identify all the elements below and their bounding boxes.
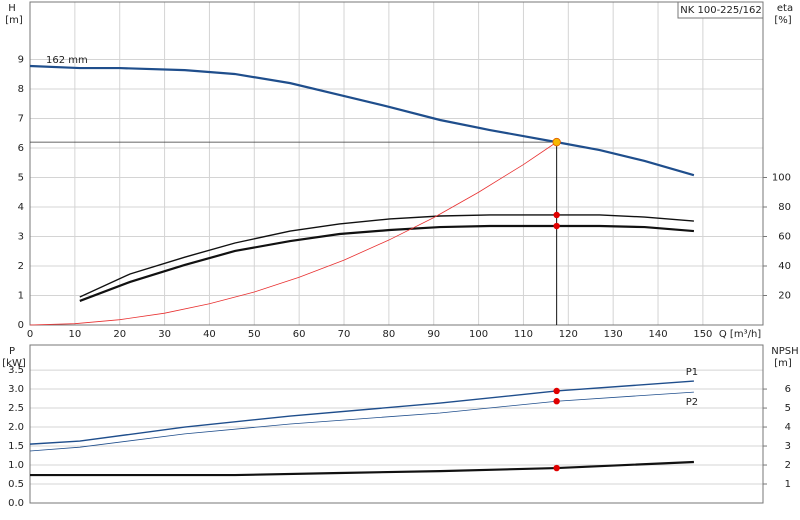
y2-tick-label: 3 [785, 441, 791, 452]
y2-axis-unit: [%] [774, 15, 791, 26]
marker [553, 211, 560, 219]
y-tick-label: 1.0 [8, 460, 24, 471]
y-tick-label: 3.5 [8, 365, 24, 376]
plot-frame [29, 344, 764, 504]
x-tick-label: 90 [427, 329, 440, 340]
y2-tick-label: 1 [785, 479, 791, 490]
curve [29, 380, 694, 445]
y-axis-unit: [m] [5, 15, 23, 26]
y2-tick-label: 6 [785, 384, 791, 395]
y-tick-label: 2.5 [8, 403, 24, 414]
marker [553, 398, 560, 405]
y-tick-label: 4 [18, 202, 24, 213]
y-tick-label: 0.0 [8, 498, 24, 509]
y2-tick-label: 40 [778, 261, 791, 272]
marker [553, 464, 560, 472]
y-axis-label: H [8, 3, 16, 14]
y2-tick-label: 5 [785, 403, 791, 414]
x-tick-label: 130 [604, 329, 623, 340]
x-tick-label: 140 [648, 329, 667, 340]
x-tick-label: 70 [338, 329, 351, 340]
y2-tick-label: 100 [772, 173, 791, 184]
x-tick-label: 110 [514, 329, 533, 340]
y2-axis-label: eta [777, 3, 793, 14]
y-tick-label: 6 [18, 143, 24, 154]
x-axis-label: Q [m³/h] [719, 329, 761, 340]
y2-tick-label: 20 [778, 291, 791, 302]
x-tick-label: 40 [203, 329, 216, 340]
annotation: 162 mm [46, 55, 88, 66]
y-tick-label: 1.5 [8, 441, 24, 452]
series-label: P2 [686, 397, 698, 408]
curve [79, 224, 695, 302]
marker [553, 387, 560, 395]
y2-axis-unit: [m] [774, 358, 792, 369]
y-tick-label: 8 [18, 84, 24, 95]
x-tick-label: 60 [293, 329, 306, 340]
chart-title: NK 100-225/162 [680, 5, 761, 16]
curve [29, 141, 557, 326]
curve [79, 214, 694, 298]
y-tick-label: 2.0 [8, 422, 24, 433]
y2-tick-label: 2 [785, 460, 791, 471]
y-tick-label: 0 [18, 320, 24, 331]
x-tick-label: 150 [693, 329, 712, 340]
y2-axis-label: NPSH [771, 346, 798, 357]
x-tick-label: 80 [383, 329, 396, 340]
curve [29, 64, 695, 177]
x-tick-label: 30 [158, 329, 171, 340]
y2-tick-label: 80 [778, 202, 791, 213]
y-tick-label: 3 [18, 232, 24, 243]
x-tick-label: 120 [559, 329, 578, 340]
x-tick-label: 10 [68, 329, 81, 340]
y-axis-unit: [kW] [2, 358, 26, 369]
y-tick-label: 3.0 [8, 384, 24, 395]
series-label: P1 [686, 367, 698, 378]
y-tick-label: 2 [18, 261, 24, 272]
x-tick-label: 100 [469, 329, 488, 340]
operating-point [552, 137, 561, 147]
curve [30, 460, 694, 477]
y2-tick-label: 4 [785, 422, 791, 433]
y-tick-label: 5 [18, 173, 24, 184]
curve [29, 391, 694, 452]
marker [553, 222, 560, 230]
y2-tick-label: 60 [778, 232, 791, 243]
y-tick-label: 9 [18, 55, 24, 66]
x-tick-label: 50 [248, 329, 261, 340]
y-tick-label: 7 [18, 114, 24, 125]
y-axis-label: P [9, 346, 15, 357]
y-tick-label: 1 [18, 291, 24, 302]
x-tick-label: 0 [27, 329, 33, 340]
plot-frame [29, 1, 764, 326]
y-tick-label: 0.5 [8, 479, 24, 490]
title-box [677, 1, 764, 19]
x-tick-label: 20 [113, 329, 126, 340]
